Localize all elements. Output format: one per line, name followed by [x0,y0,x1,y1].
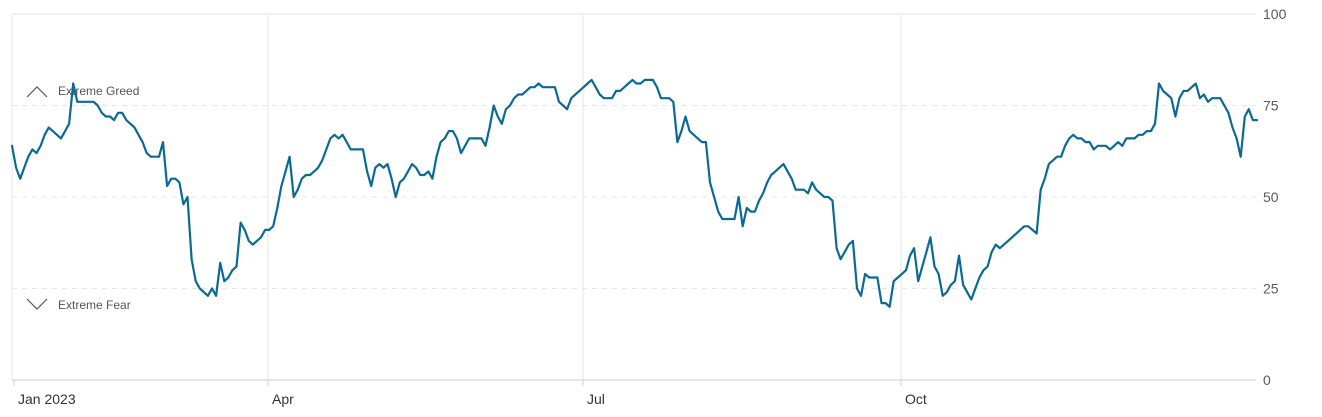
extreme-greed-label: Extreme Greed [58,84,139,98]
x-tick-label: Oct [905,391,927,407]
chevron-up-icon [26,86,48,98]
y-tick-label: 50 [1263,189,1279,205]
series-layer [10,78,1259,308]
extreme-fear-label: Extreme Fear [58,298,131,312]
x-tick-label: Jan 2023 [18,391,76,407]
x-tick-label: Apr [272,391,294,407]
axis-layer: 0 25 50 75 100 Jan 2023 Apr Jul Oct [13,6,1287,407]
x-tick-label: Jul [587,391,605,407]
y-tick-label: 25 [1263,281,1279,297]
series-line [10,78,1259,308]
chevron-down-icon [26,298,48,310]
y-tick-label: 75 [1263,98,1279,114]
annotation-layer: Extreme Greed Extreme Fear [26,84,139,312]
grid-layer [11,13,1256,381]
y-tick-label: 0 [1263,372,1271,388]
y-tick-label: 100 [1263,6,1287,22]
